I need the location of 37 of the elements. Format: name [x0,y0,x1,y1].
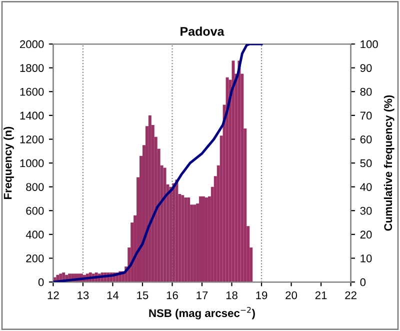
x-tick-label: 13 [78,291,89,300]
y2-tick-label: 10 [360,254,372,262]
x-tick-label: 15 [137,291,148,300]
chart-title: Padova [180,26,224,36]
x-tick-label: 17 [196,291,208,300]
y2-tick-label: 20 [360,230,372,239]
y-tick-label: 1000 [20,159,44,168]
y-tick-label: 1400 [20,112,44,120]
y-tick-label: 1600 [20,88,44,96]
y-axis-title: Frequency (n) [4,126,14,200]
y-tick-label: 1800 [20,64,44,72]
y-tick-label: 200 [26,254,44,262]
x-tick-label: 14 [107,291,119,300]
y2-tick-label: 90 [360,64,372,72]
y-tick-label: 800 [26,183,44,191]
y2-tick-label: 50 [360,159,372,168]
y2-tick-label: 0 [360,278,366,286]
y2-tick-label: 30 [360,206,372,215]
x-tick-label: 20 [286,291,298,300]
y2-tick-label: 80 [360,88,372,96]
y2-tick-label: 70 [360,112,372,120]
y-tick-label: 1200 [20,135,44,144]
y2-tick-label: 40 [360,183,372,191]
y2-tick-label: 100 [360,40,378,48]
x-axis-title: NSB (mag arcsec$^{−2}$) [149,306,255,320]
y-tick-label: 400 [26,230,44,239]
x-tick-label: 16 [166,291,178,300]
x-tick-label: 18 [226,291,238,300]
x-tick-label: 22 [345,291,356,300]
x-tick-label: 12 [48,291,59,300]
x-tick-label: 19 [256,291,268,300]
y-tick-label: 2000 [20,40,44,48]
y2-tick-label: 60 [360,135,372,144]
y-tick-label: 0 [38,278,44,286]
y-tick-label: 600 [26,206,44,215]
x-tick-label: 21 [315,291,327,300]
y2-axis-title: Cumulative frequency (%) [384,95,394,231]
